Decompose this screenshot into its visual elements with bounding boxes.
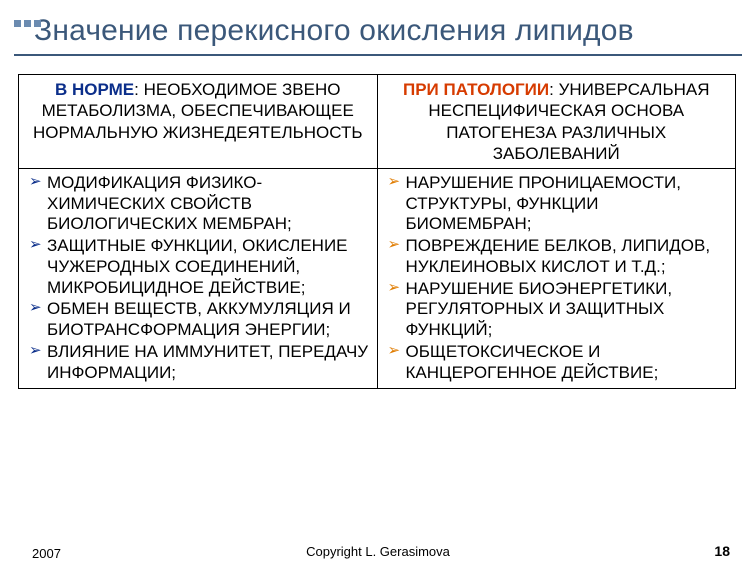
header-deco-squares: [14, 20, 41, 27]
table-header-row: В НОРМЕ: НЕОБХОДИМОЕ ЗВЕНО МЕТАБОЛИЗМА, …: [19, 75, 736, 169]
header-lead-normal: В НОРМЕ: [55, 80, 134, 99]
footer-year: 2007: [32, 546, 61, 561]
list-item: ПОВРЕЖДЕНИЕ БЕЛКОВ, ЛИПИДОВ, НУКЛЕИНОВЫХ…: [388, 236, 730, 277]
slide-title: Значение перекисного окисления липидов: [0, 8, 756, 48]
title-underline: [14, 54, 742, 56]
list-item: ОБЩЕТОКСИЧЕСКОЕ И КАНЦЕРОГЕННОЕ ДЕЙСТВИЕ…: [388, 342, 730, 383]
header-lead-pathology: ПРИ ПАТОЛОГИИ: [403, 80, 549, 99]
list-pathology: НАРУШЕНИЕ ПРОНИЦАЕМОСТИ, СТРУКТУРЫ, ФУНК…: [384, 173, 730, 383]
list-item: НАРУШЕНИЕ ПРОНИЦАЕМОСТИ, СТРУКТУРЫ, ФУНК…: [388, 173, 730, 235]
header-cell-pathology: ПРИ ПАТОЛОГИИ: УНИВЕРСАЛЬНАЯ НЕСПЕЦИФИЧЕ…: [377, 75, 736, 169]
footer-page-number: 18: [714, 543, 730, 559]
footer-copyright: Copyright L. Gerasimova: [306, 544, 450, 559]
list-item: НАРУШЕНИЕ БИОЭНЕРГЕТИКИ, РЕГУЛЯТОРНЫХ И …: [388, 279, 730, 341]
list-normal: МОДИФИКАЦИЯ ФИЗИКО-ХИМИЧЕСКИХ СВОЙСТВ БИ…: [25, 173, 371, 383]
body-cell-normal: МОДИФИКАЦИЯ ФИЗИКО-ХИМИЧЕСКИХ СВОЙСТВ БИ…: [19, 169, 378, 389]
list-item: ОБМЕН ВЕЩЕСТВ, АККУМУЛЯЦИЯ И БИОТРАНСФОР…: [29, 299, 371, 340]
body-cell-pathology: НАРУШЕНИЕ ПРОНИЦАЕМОСТИ, СТРУКТУРЫ, ФУНК…: [377, 169, 736, 389]
table-body-row: МОДИФИКАЦИЯ ФИЗИКО-ХИМИЧЕСКИХ СВОЙСТВ БИ…: [19, 169, 736, 389]
list-item: МОДИФИКАЦИЯ ФИЗИКО-ХИМИЧЕСКИХ СВОЙСТВ БИ…: [29, 173, 371, 235]
title-bar: Значение перекисного окисления липидов: [0, 0, 756, 66]
header-cell-normal: В НОРМЕ: НЕОБХОДИМОЕ ЗВЕНО МЕТАБОЛИЗМА, …: [19, 75, 378, 169]
list-item: ВЛИЯНИЕ НА ИММУНИТЕТ, ПЕРЕДАЧУ ИНФОРМАЦИ…: [29, 342, 371, 383]
list-item: ЗАЩИТНЫЕ ФУНКЦИИ, ОКИСЛЕНИЕ ЧУЖЕРОДНЫХ С…: [29, 236, 371, 298]
comparison-table: В НОРМЕ: НЕОБХОДИМОЕ ЗВЕНО МЕТАБОЛИЗМА, …: [18, 74, 736, 389]
